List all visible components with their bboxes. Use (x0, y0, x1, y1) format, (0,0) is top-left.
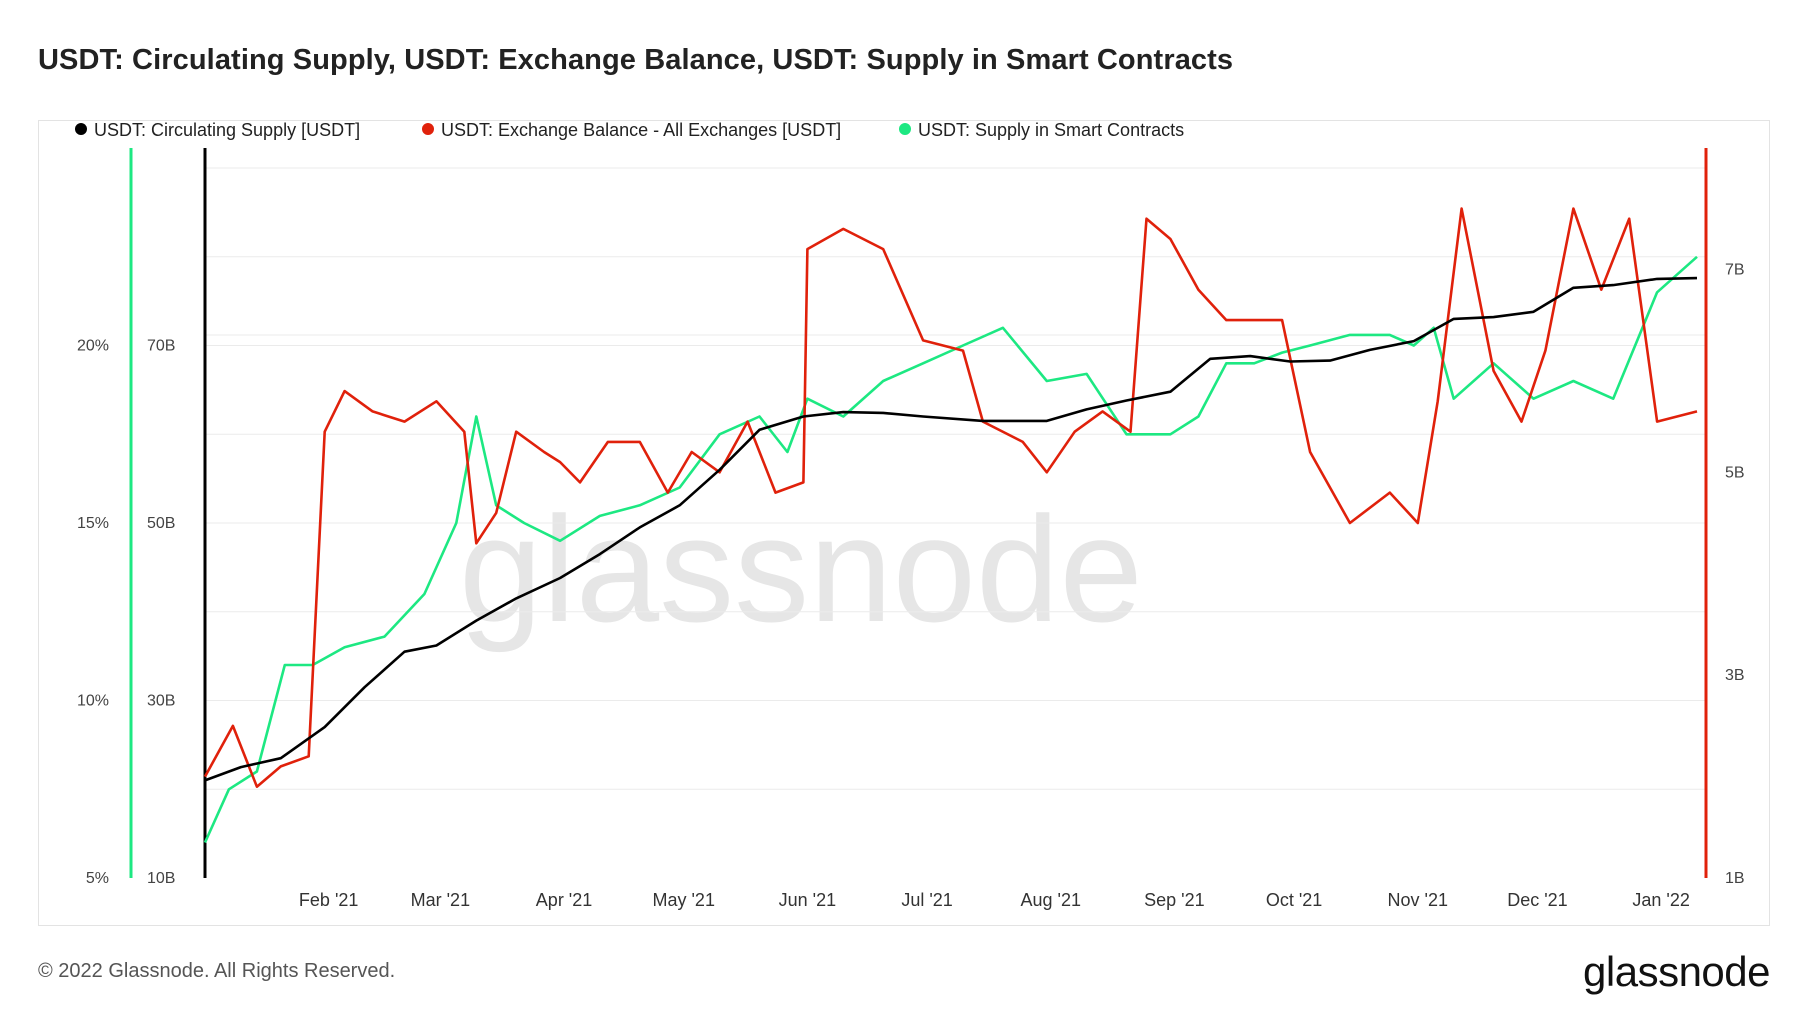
legend-dot (422, 123, 434, 135)
exchange-tick-label: 3B (1725, 667, 1745, 684)
exchange-balance-line (203, 207, 1698, 788)
brand-logo[interactable]: glassnode (1583, 948, 1770, 995)
legend-label: USDT: Circulating Supply [USDT] (94, 121, 360, 140)
chart: glassnode 5% 10% 15% 20% 10B 30B 50B 70B 1B 3B 5B 7B… (75, 121, 1745, 910)
percent-tick-label: 15% (77, 515, 109, 532)
x-tick-label: Mar '21 (411, 890, 470, 910)
x-tick-label: Apr '21 (536, 890, 592, 910)
percent-tick-label: 10% (77, 693, 109, 710)
x-tick-label: Oct '21 (1266, 890, 1322, 910)
x-tick-label: Aug '21 (1020, 890, 1081, 910)
x-tick-label: Nov '21 (1388, 890, 1448, 910)
circulating-supply-line (204, 276, 1698, 782)
percent-tick-label: 5% (86, 870, 109, 887)
supply-tick-label: 70B (147, 338, 175, 355)
x-tick-label: Jun '21 (779, 890, 836, 910)
page-title: USDT: Circulating Supply, USDT: Exchange… (38, 44, 1234, 76)
legend-label: USDT: Supply in Smart Contracts (918, 121, 1184, 140)
percent-tick-label: 20% (77, 338, 109, 355)
legend-label: USDT: Exchange Balance - All Exchanges [… (441, 121, 841, 140)
legend-dot (899, 123, 911, 135)
chart-panel: glassnode 5% 10% 15% 20% 10B 30B 50B 70B 1B 3B 5B 7B… (38, 120, 1770, 926)
x-tick-label: Dec '21 (1507, 890, 1567, 910)
supply-tick-label: 50B (147, 515, 175, 532)
copyright-footer: © 2022 Glassnode. All Rights Reserved. (38, 960, 396, 982)
x-tick-label: Jul '21 (901, 890, 952, 910)
x-tick-label: May '21 (652, 890, 714, 910)
supply-tick-label: 10B (147, 870, 175, 887)
x-tick-label: Sep '21 (1144, 890, 1205, 910)
x-tick-label: Jan '22 (1632, 890, 1689, 910)
legend-dot (75, 123, 87, 135)
exchange-tick-label: 7B (1725, 261, 1745, 278)
supply-tick-label: 30B (147, 693, 175, 710)
watermark: glassnode (459, 485, 1143, 653)
exchange-tick-label: 5B (1725, 464, 1745, 481)
exchange-tick-label: 1B (1725, 870, 1745, 887)
x-tick-label: Feb '21 (299, 890, 358, 910)
